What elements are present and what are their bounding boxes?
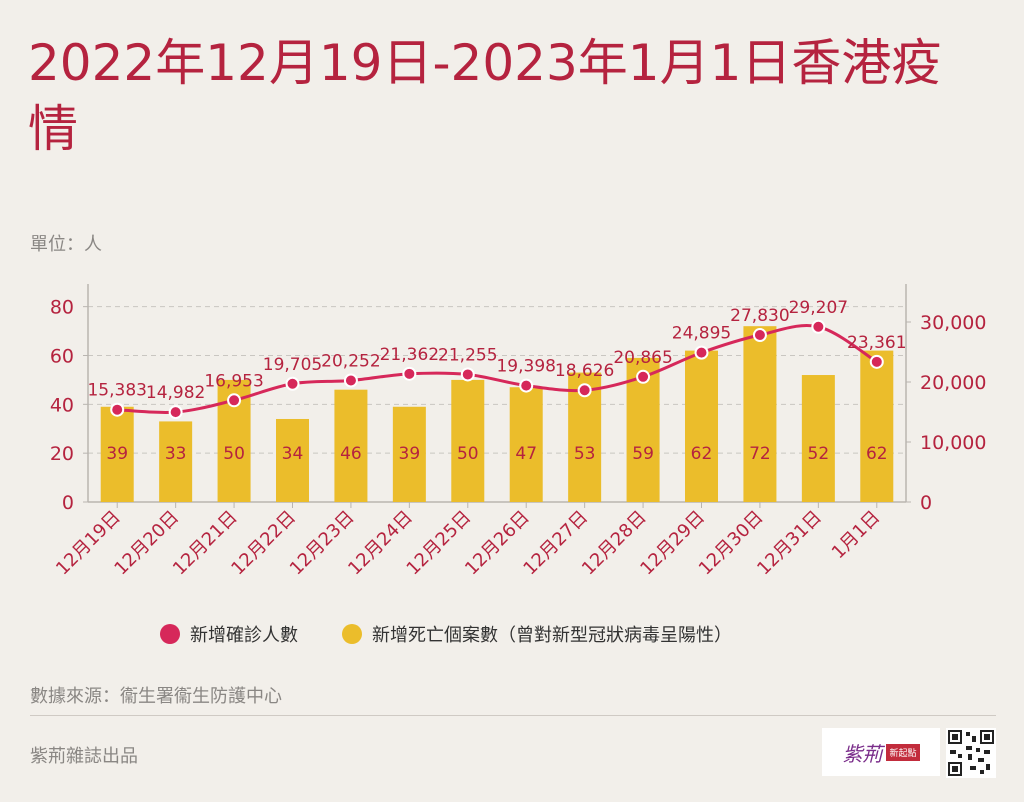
cases-value-label: 16,953 <box>204 371 263 391</box>
cases-point <box>752 328 767 343</box>
cases-point <box>343 373 358 388</box>
y-right-tick-label: 30,000 <box>920 312 986 334</box>
bar-value-label: 39 <box>399 444 421 464</box>
x-tick-label: 1月1日 <box>828 507 885 564</box>
bar <box>743 326 777 502</box>
bar <box>860 350 894 502</box>
cases-value-label: 23,361 <box>847 333 906 353</box>
cases-value-label: 20,252 <box>321 351 380 371</box>
cases-value-label: 24,895 <box>672 324 731 344</box>
cases-value-label: 21,362 <box>380 345 439 365</box>
cases-point <box>577 383 592 398</box>
y-left-tick-label: 80 <box>50 297 74 319</box>
legend-item-cases[interactable]: 新增確診人數 <box>160 621 298 647</box>
bar <box>801 375 835 502</box>
bar-value-label: 47 <box>515 444 537 464</box>
bar <box>509 387 543 502</box>
cases-point <box>869 354 884 369</box>
cases-point <box>227 393 242 408</box>
divider <box>30 715 996 716</box>
y-left-tick-label: 20 <box>50 443 74 465</box>
legend-cases-dot <box>160 624 180 644</box>
cases-value-label: 27,830 <box>730 306 789 326</box>
bar-value-label: 46 <box>340 444 362 464</box>
cases-point <box>110 402 125 417</box>
cases-value-label: 21,255 <box>438 345 497 365</box>
cases-value-label: 18,626 <box>555 361 614 381</box>
bar-value-label: 62 <box>691 444 713 464</box>
bar <box>334 389 368 502</box>
cases-value-label: 29,207 <box>789 298 848 318</box>
bar <box>159 421 193 502</box>
bar <box>100 406 134 502</box>
cases-point <box>636 369 651 384</box>
publisher-credit: 紫荊雜誌出品 <box>30 746 138 767</box>
bar <box>451 379 485 502</box>
legend-deaths-dot <box>342 624 362 644</box>
bar-value-label: 52 <box>808 444 830 464</box>
bar-value-label: 33 <box>165 444 187 464</box>
cases-point <box>285 376 300 391</box>
magazine-logo: 紫荊 新起點 <box>822 728 940 776</box>
x-tick-label: 12月31日 <box>753 507 826 580</box>
y-right-tick-label: 0 <box>920 492 932 514</box>
unit-label: 單位：人 <box>30 234 102 255</box>
cases-point <box>460 367 475 382</box>
data-source: 數據來源：衞生署衞生防護中心 <box>30 686 282 707</box>
logo-badge: 新起點 <box>886 743 920 761</box>
cases-value-label: 19,398 <box>496 357 555 377</box>
bar-value-label: 72 <box>749 444 771 464</box>
bar-value-label: 50 <box>223 444 245 464</box>
page-title: 2022年12月19日-2023年1月1日香港疫情 <box>28 34 942 158</box>
y-left-tick-label: 40 <box>50 394 74 416</box>
bar-value-label: 62 <box>866 444 888 464</box>
y-right-tick-label: 20,000 <box>920 372 986 394</box>
qr-code-icon <box>946 728 996 778</box>
cases-point <box>519 378 534 393</box>
logo-text: 紫荊 <box>842 741 883 766</box>
cases-point <box>811 319 826 334</box>
legend-deaths-label: 新增死亡個案數（曾對新型冠狀病毒呈陽性） <box>372 625 732 646</box>
legend-item-deaths[interactable]: 新增死亡個案數（曾對新型冠狀病毒呈陽性） <box>342 621 732 647</box>
cases-value-label: 15,383 <box>87 381 146 401</box>
combo-chart: 0 20 40 60 80 0 10,000 20,000 30,000 39 33 50 34 46 39… <box>50 284 986 580</box>
cases-point <box>168 405 183 420</box>
bar <box>276 418 309 502</box>
cases-point <box>402 366 417 381</box>
bar <box>685 350 718 502</box>
bar <box>392 406 426 502</box>
bar-value-label: 39 <box>106 444 128 464</box>
y-right-tick-label: 10,000 <box>920 432 986 454</box>
y-left-tick-label: 60 <box>50 345 74 367</box>
cases-point <box>694 345 709 360</box>
legend-cases-label: 新增確診人數 <box>190 625 298 646</box>
bar-value-label: 53 <box>574 444 596 464</box>
cases-value-label: 19,705 <box>263 355 322 375</box>
cases-value-label: 20,865 <box>613 348 672 368</box>
bar-value-label: 34 <box>282 444 304 464</box>
chart-legend: 新增確診人數 新增死亡個案數（曾對新型冠狀病毒呈陽性） <box>160 622 776 646</box>
y-left-tick-label: 0 <box>62 492 74 514</box>
cases-value-label: 14,982 <box>146 383 205 403</box>
bar-value-label: 59 <box>632 444 654 464</box>
bar-value-label: 50 <box>457 444 479 464</box>
